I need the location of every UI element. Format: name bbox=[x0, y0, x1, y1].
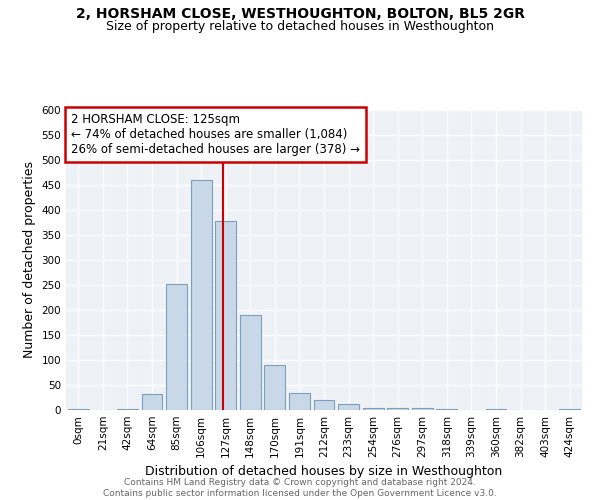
Bar bbox=[166, 284, 187, 410]
Bar bbox=[68, 408, 89, 410]
Bar bbox=[362, 408, 383, 410]
Text: Contains HM Land Registry data © Crown copyright and database right 2024.
Contai: Contains HM Land Registry data © Crown c… bbox=[103, 478, 497, 498]
Bar bbox=[265, 365, 286, 410]
Bar bbox=[142, 394, 163, 410]
Bar bbox=[485, 408, 506, 410]
Bar bbox=[314, 400, 334, 410]
Bar bbox=[436, 408, 457, 410]
Bar bbox=[559, 408, 580, 410]
Y-axis label: Number of detached properties: Number of detached properties bbox=[23, 162, 36, 358]
Bar bbox=[387, 408, 408, 410]
Bar bbox=[117, 408, 138, 410]
Bar bbox=[412, 408, 433, 410]
Text: Size of property relative to detached houses in Westhoughton: Size of property relative to detached ho… bbox=[106, 20, 494, 33]
Bar bbox=[215, 221, 236, 410]
Bar bbox=[240, 315, 261, 410]
Text: 2, HORSHAM CLOSE, WESTHOUGHTON, BOLTON, BL5 2GR: 2, HORSHAM CLOSE, WESTHOUGHTON, BOLTON, … bbox=[76, 8, 524, 22]
Bar bbox=[338, 404, 359, 410]
Bar bbox=[289, 392, 310, 410]
Bar bbox=[191, 180, 212, 410]
Text: 2 HORSHAM CLOSE: 125sqm
← 74% of detached houses are smaller (1,084)
26% of semi: 2 HORSHAM CLOSE: 125sqm ← 74% of detache… bbox=[71, 113, 360, 156]
X-axis label: Distribution of detached houses by size in Westhoughton: Distribution of detached houses by size … bbox=[145, 466, 503, 478]
